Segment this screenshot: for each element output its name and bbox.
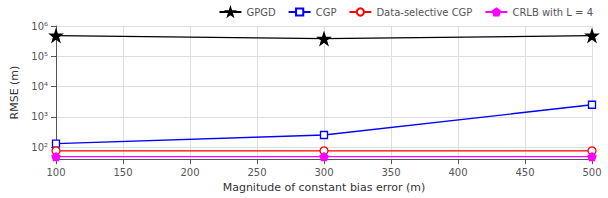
svg-text:100: 100: [46, 167, 65, 178]
svg-text:10²: 10²: [31, 142, 48, 153]
svg-text:RMSE (m): RMSE (m): [8, 66, 21, 120]
svg-text:350: 350: [381, 167, 400, 178]
svg-text:150: 150: [113, 167, 132, 178]
svg-text:GPGD: GPGD: [246, 7, 276, 18]
svg-text:CRLB with L = 4: CRLB with L = 4: [512, 7, 593, 18]
svg-text:200: 200: [180, 167, 199, 178]
svg-text:Magnitude of constant bias err: Magnitude of constant bias error (m): [223, 181, 426, 194]
svg-text:400: 400: [448, 167, 467, 178]
svg-text:500: 500: [582, 167, 601, 178]
svg-text:Data-selective CGP: Data-selective CGP: [376, 7, 472, 18]
svg-text:250: 250: [247, 167, 266, 178]
svg-text:10⁴: 10⁴: [31, 81, 48, 92]
svg-text:450: 450: [515, 167, 534, 178]
svg-text:10³: 10³: [31, 111, 48, 122]
svg-text:CGP: CGP: [316, 7, 337, 18]
svg-text:10⁶: 10⁶: [31, 21, 48, 32]
svg-text:10⁵: 10⁵: [31, 51, 48, 62]
svg-text:300: 300: [314, 167, 333, 178]
